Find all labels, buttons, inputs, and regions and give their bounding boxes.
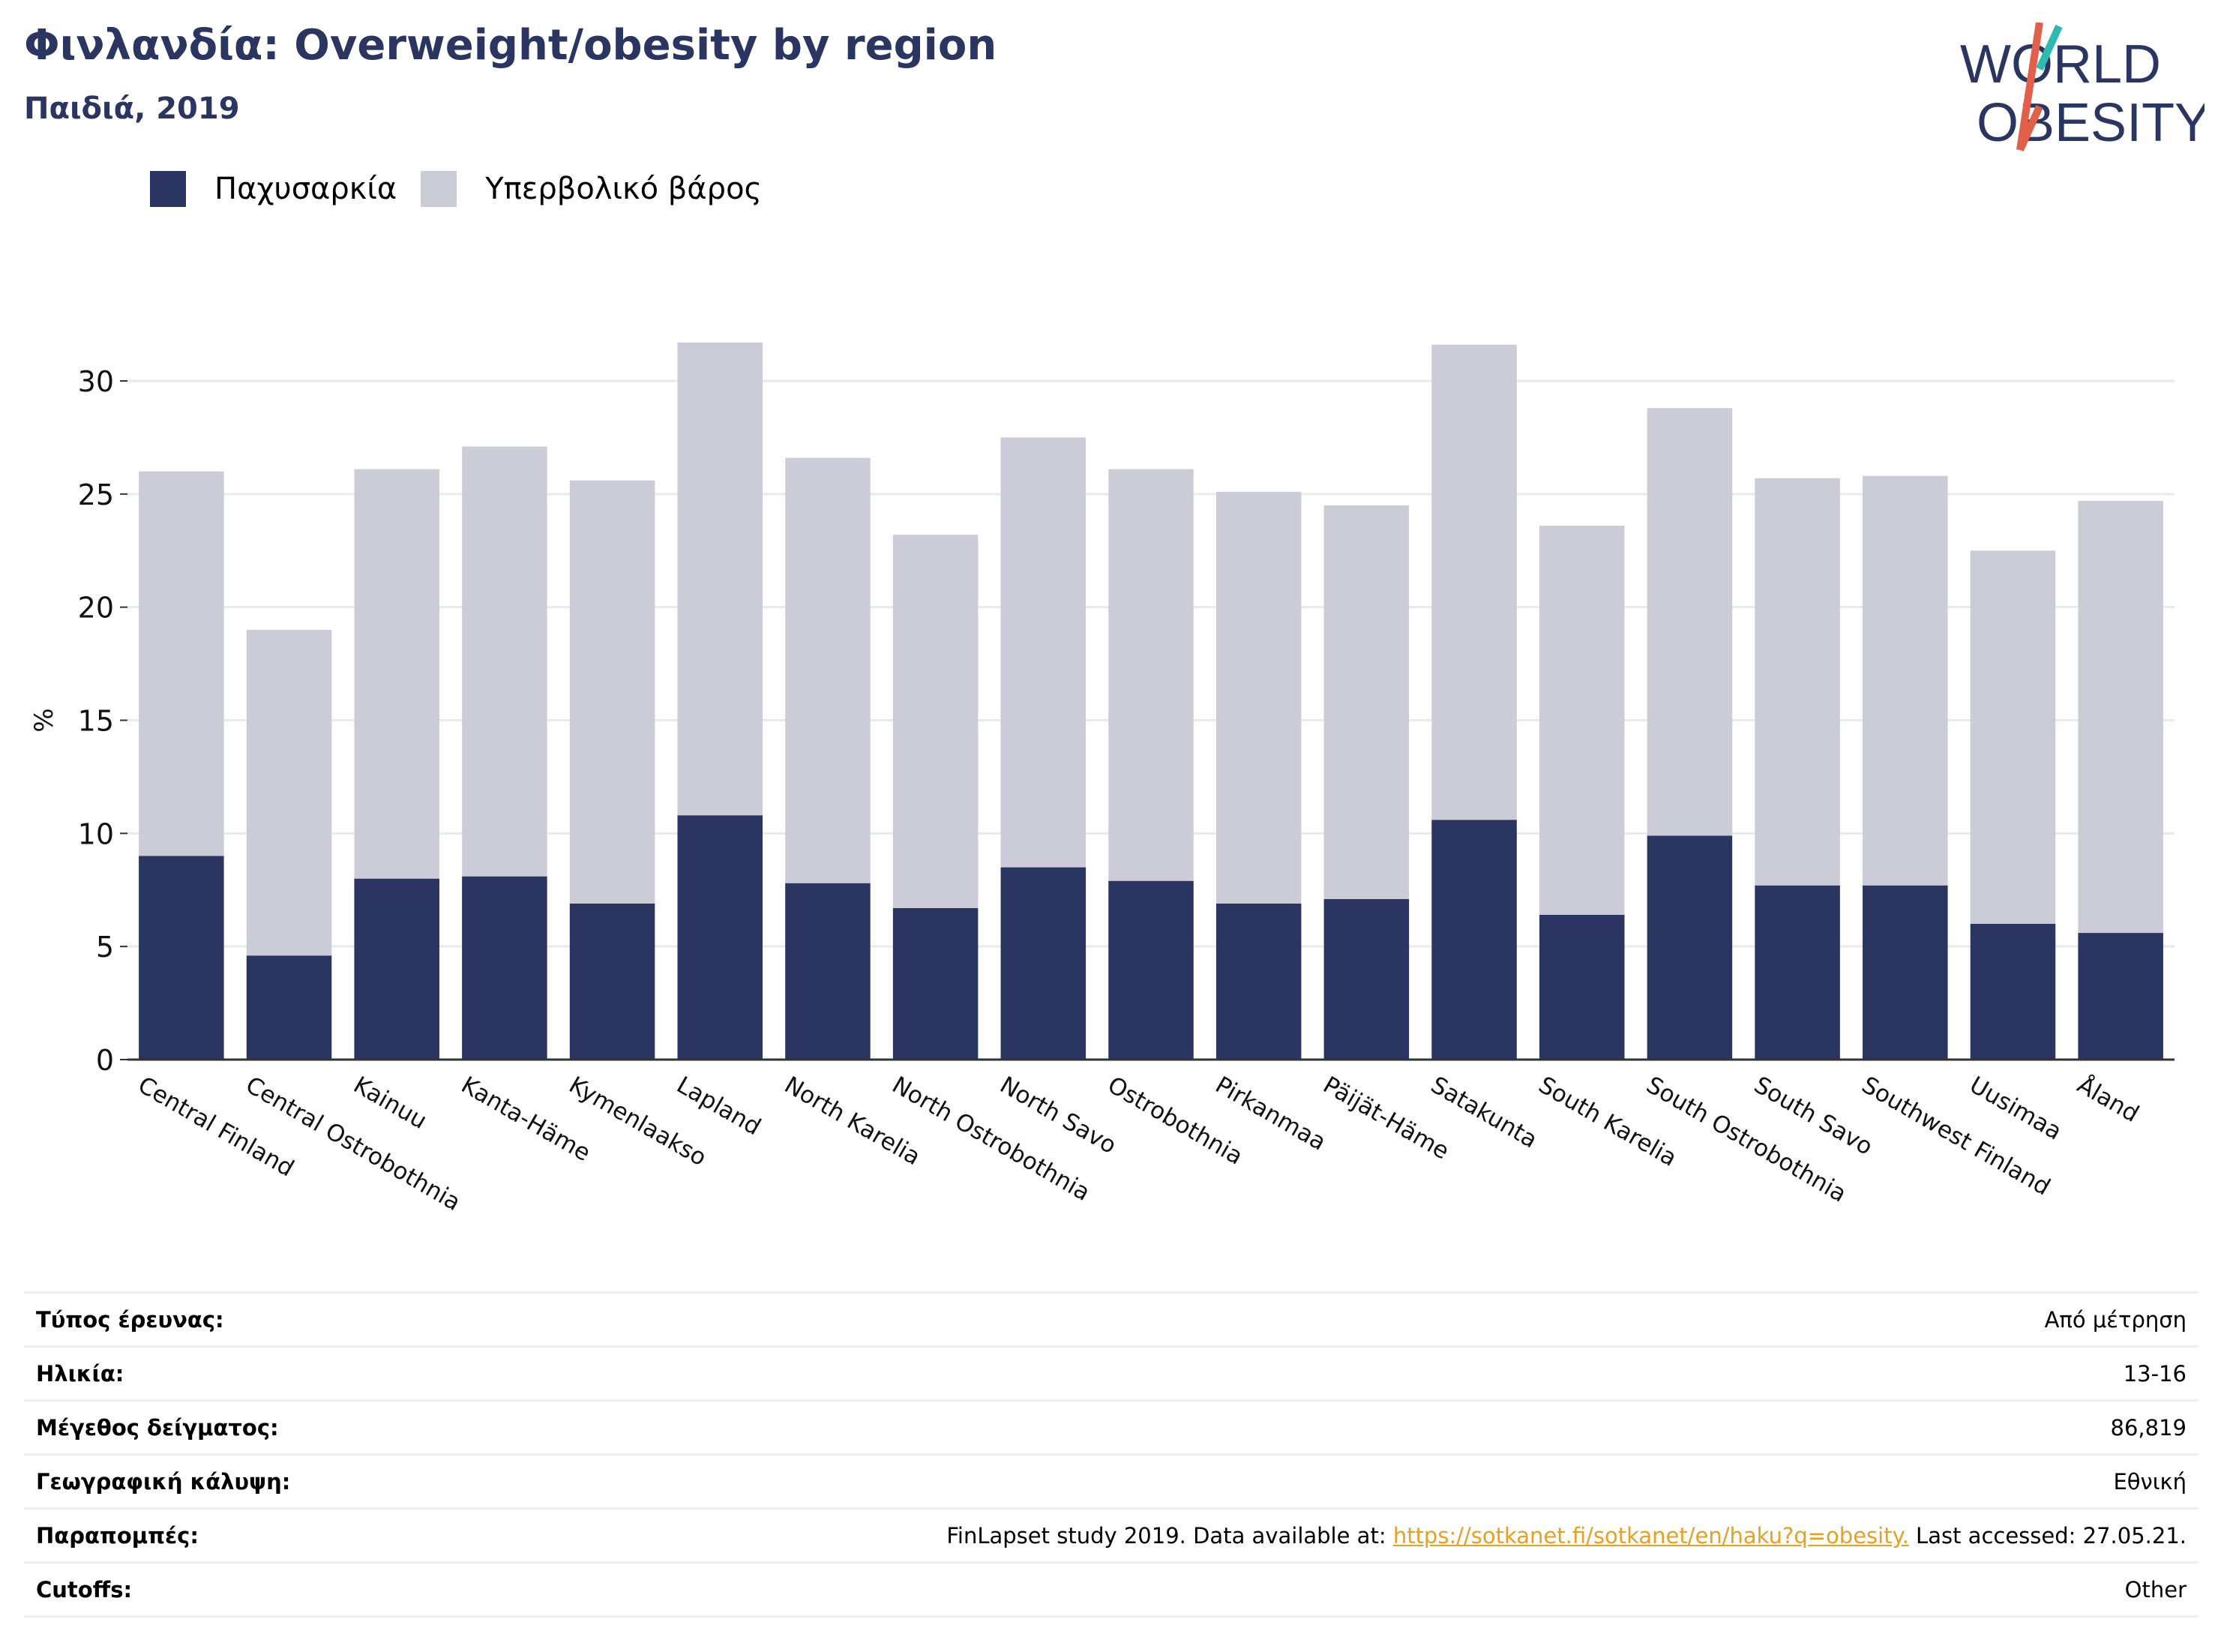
reference-text: FinLapset study 2019. Data available at:	[946, 1522, 1393, 1549]
info-row: Ηλικία: 13-16	[24, 1346, 2199, 1401]
svg-text:OBESITY: OBESITY	[1977, 93, 2205, 153]
bar-overweight	[677, 342, 763, 816]
legend-swatch-obesity	[150, 171, 186, 207]
info-row: Γεωγραφική κάλυψη: Εθνική	[24, 1454, 2199, 1509]
y-axis-label: %	[29, 708, 59, 732]
info-label: Cutoffs:	[36, 1576, 133, 1603]
bar-overweight	[462, 446, 547, 877]
bar-overweight	[139, 471, 224, 856]
bar-obesity	[1863, 885, 1948, 1060]
info-value: Από μέτρηση	[2044, 1306, 2187, 1333]
bar-obesity	[139, 856, 224, 1060]
bar-overweight	[1539, 526, 1625, 915]
bar-obesity	[1215, 903, 1302, 1060]
info-row: Cutoffs: Other	[24, 1562, 2199, 1617]
legend-swatch-overweight	[421, 171, 457, 207]
bar-obesity	[677, 815, 763, 1060]
x-tick-label: North Ostrobothnia	[888, 1072, 1095, 1207]
bar-overweight	[785, 457, 871, 883]
bar-obesity	[354, 878, 439, 1060]
info-row: Παραπομπές: FinLapset study 2019. Data av…	[24, 1508, 2199, 1563]
y-tick-label: 5	[96, 931, 114, 964]
info-label: Παραπομπές:	[36, 1522, 199, 1549]
bar-overweight	[1647, 408, 1733, 836]
info-value: Εθνική	[2113, 1468, 2187, 1495]
bar-obesity	[1323, 898, 1410, 1060]
y-tick-label: 30	[78, 365, 114, 398]
x-tick-label: Lapland	[672, 1072, 765, 1141]
bar-overweight	[1863, 475, 1948, 886]
bar-overweight	[1431, 344, 1517, 820]
info-value: 13-16	[2123, 1360, 2187, 1387]
bar-obesity	[785, 883, 871, 1060]
info-value: 86,819	[2110, 1414, 2187, 1441]
bar-obesity	[2078, 933, 2163, 1060]
x-tick-label: Åland	[2073, 1072, 2143, 1128]
bar-overweight	[1000, 437, 1087, 868]
bars	[139, 342, 2163, 1060]
bar-obesity	[246, 955, 332, 1060]
legend-item-overweight: Υπερβολικό βάρος	[421, 171, 762, 207]
x-tick-label: Southwest Finland	[1857, 1072, 2055, 1201]
svg-text:WORLD: WORLD	[1960, 34, 2161, 94]
info-label: Ηλικία:	[36, 1360, 124, 1387]
info-row: Τύπος έρευνας: Από μέτρηση	[24, 1292, 2199, 1347]
bar-obesity	[1108, 880, 1194, 1060]
bar-obesity	[1000, 867, 1087, 1060]
bar-overweight	[892, 535, 979, 908]
bar-obesity	[462, 876, 547, 1060]
bar-obesity	[892, 907, 979, 1060]
chart-legend: Παχυσαρκία Υπερβολικό βάρος	[150, 171, 786, 207]
reference-link[interactable]: https://sotkanet.fi/sotkanet/en/haku?q=o…	[1392, 1522, 1909, 1549]
bar-overweight	[2078, 500, 2163, 934]
page-title: Φινλανδία: Overweight/obesity by region	[24, 21, 997, 70]
info-value: Other	[2124, 1576, 2187, 1603]
bar-obesity	[1755, 885, 1840, 1060]
info-label: Γεωγραφική κάλυψη:	[36, 1468, 291, 1495]
legend-label-overweight: Υπερβολικό βάρος	[485, 172, 763, 206]
y-tick-label: 10	[78, 817, 114, 850]
info-table: Τύπος έρευνας: Από μέτρηση Ηλικία: 13-16 Μέγ…	[24, 1291, 2199, 1618]
y-tick-label: 25	[78, 478, 114, 511]
bar-overweight	[1323, 505, 1410, 899]
y-tick-label: 20	[78, 592, 114, 625]
bar-overweight	[246, 629, 332, 956]
legend-item-obesity: Παχυσαρκία	[150, 171, 397, 207]
bar-overweight	[1755, 478, 1840, 886]
info-row: Μέγεθος δείγματος: 86,819	[24, 1400, 2199, 1455]
bar-obesity	[1647, 835, 1733, 1060]
page-subtitle: Παιδιά, 2019	[24, 91, 240, 126]
bar-obesity	[1431, 820, 1517, 1060]
y-tick-label: 0	[96, 1044, 114, 1077]
bar-obesity	[1970, 924, 2056, 1060]
world-obesity-logo: WORLD OBESITY	[1960, 22, 2205, 153]
reference-accessed: Last accessed: 27.05.21.	[1908, 1522, 2187, 1549]
x-tick-label: South Ostrobothnia	[1641, 1072, 1851, 1208]
y-tick-label: 15	[78, 705, 114, 738]
x-tick-label: Kainuu	[349, 1072, 431, 1135]
bar-overweight	[1108, 469, 1194, 881]
info-value: FinLapset study 2019. Data available at:…	[417, 1509, 2199, 1563]
bar-overweight	[1215, 491, 1302, 904]
bar-overweight	[1970, 550, 2056, 924]
bar-obesity	[569, 903, 655, 1060]
info-label: Τύπος έρευνας:	[36, 1306, 224, 1333]
bar-overweight	[569, 480, 655, 904]
bar-overweight	[354, 469, 439, 879]
legend-label-obesity: Παχυσαρκία	[214, 172, 397, 206]
info-label: Μέγεθος δείγματος:	[36, 1414, 279, 1441]
bar-obesity	[1539, 914, 1625, 1060]
